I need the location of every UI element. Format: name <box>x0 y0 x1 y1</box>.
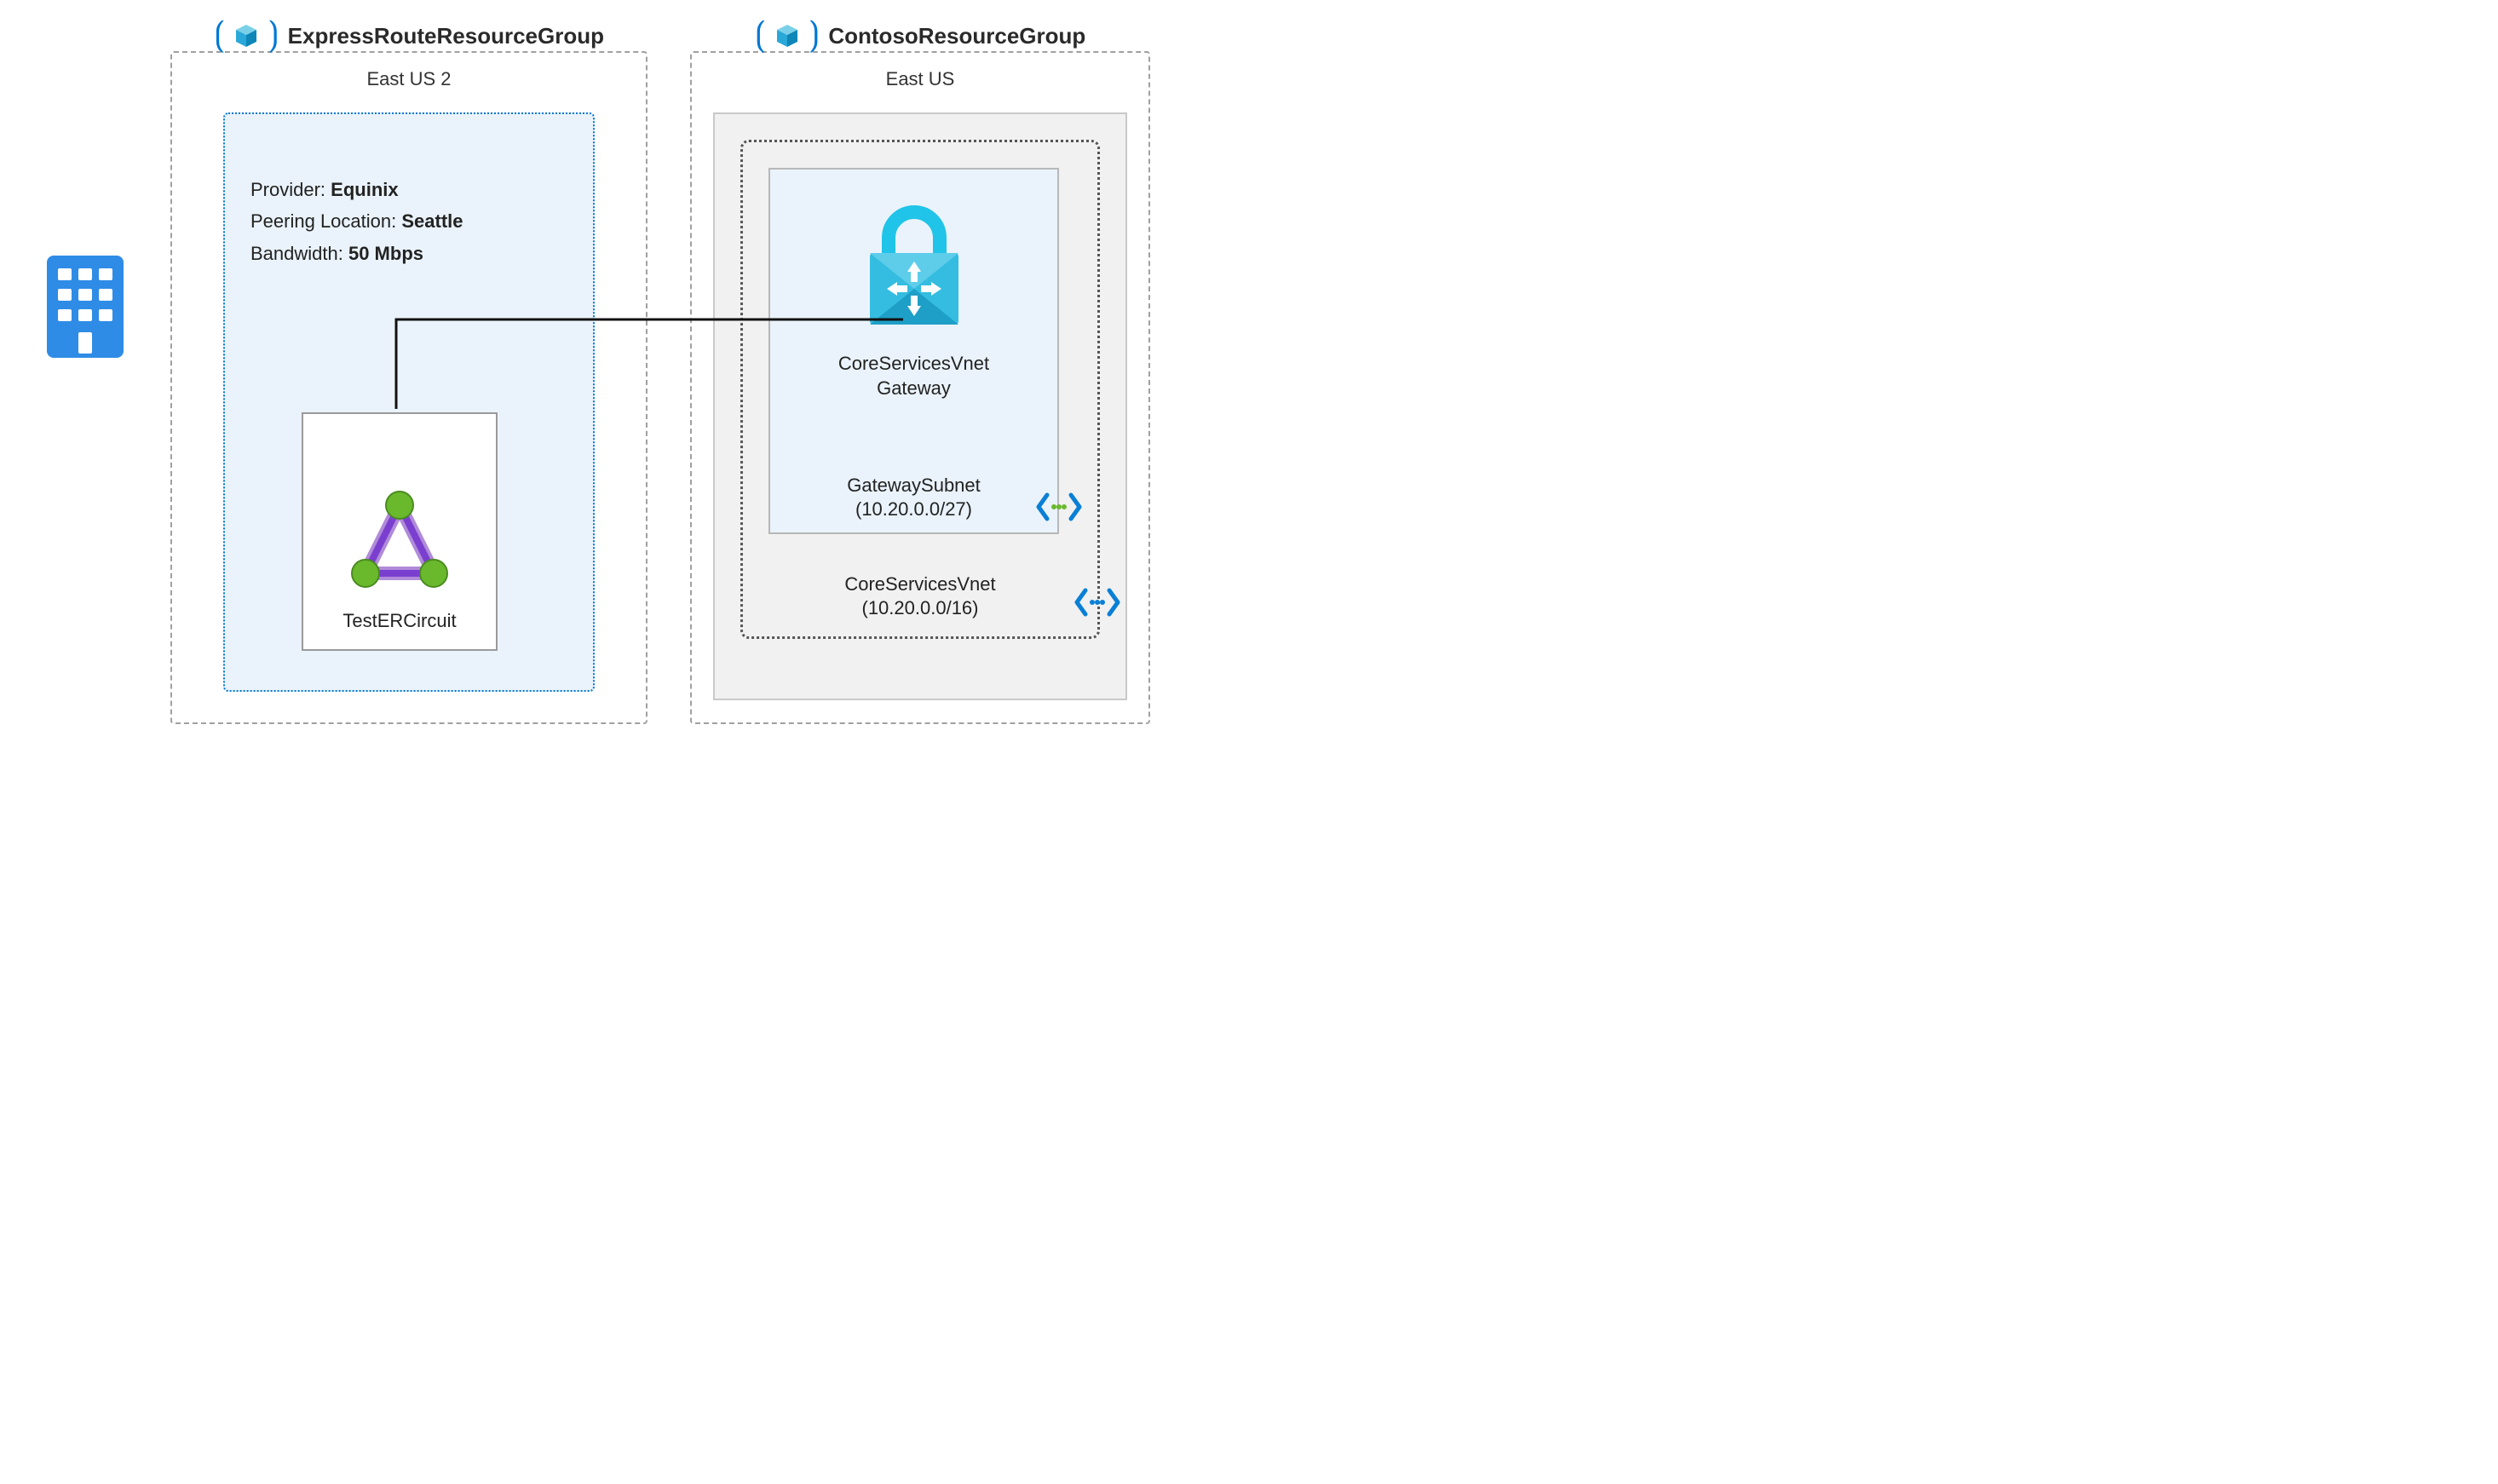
expressroute-circuit-icon <box>340 484 459 603</box>
vnet-name-block: CoreServicesVnet (10.20.0.0/16) <box>743 572 1097 621</box>
bracket-right-icon: ⟯ <box>809 17 820 51</box>
peering-label: Peering Location: <box>250 210 401 232</box>
region-box-eastus2: Provider: Equinix Peering Location: Seat… <box>223 112 595 692</box>
building-icon <box>43 251 128 362</box>
resource-group-contoso: ⟮ ⟯ ContosoResourceGroup East US <box>690 51 1150 724</box>
provider-label: Provider: <box>250 179 331 200</box>
resource-group-expressroute: ⟮ ⟯ ExpressRouteResourceGroup East US 2 … <box>170 51 648 724</box>
rg-title-right: ContosoResourceGroup <box>828 23 1085 49</box>
diagram-canvas: ⟮ ⟯ ExpressRouteResourceGroup East US 2 … <box>17 17 1232 725</box>
cube-icon <box>774 23 800 49</box>
rg-header-right: ⟮ ⟯ ContosoResourceGroup <box>692 19 1148 53</box>
rg-title-left: ExpressRouteResourceGroup <box>288 23 604 49</box>
circuit-box: TestERCircuit <box>302 412 498 651</box>
region-box-eastus: CoreServicesVnet Gateway GatewaySubnet (… <box>713 112 1127 700</box>
circuit-label: TestERCircuit <box>342 610 456 632</box>
rg-header-left: ⟮ ⟯ ExpressRouteResourceGroup <box>172 19 646 53</box>
gateway-label-line2: Gateway <box>877 377 951 399</box>
vnet-name: CoreServicesVnet <box>844 573 995 595</box>
provider-value: Equinix <box>331 179 398 200</box>
vnet-cidr: (10.20.0.0/16) <box>862 597 979 618</box>
bandwidth-value: 50 Mbps <box>348 243 423 264</box>
subnet-name: GatewaySubnet <box>847 475 981 496</box>
bracket-left-icon: ⟮ <box>214 17 225 51</box>
region-title-right: East US <box>692 68 1148 90</box>
subnet-icon <box>1035 490 1083 524</box>
subnet-cidr: (10.20.0.0/27) <box>855 498 972 520</box>
vnet-box: CoreServicesVnet Gateway GatewaySubnet (… <box>740 140 1100 639</box>
region-title-left: East US 2 <box>172 68 646 90</box>
gateway-label-line1: CoreServicesVnet <box>838 353 989 374</box>
bandwidth-label: Bandwidth: <box>250 243 348 264</box>
vpn-gateway-icon <box>855 204 974 340</box>
bracket-right-icon: ⟯ <box>268 17 279 51</box>
vnet-icon <box>1073 585 1121 619</box>
gateway-label: CoreServicesVnet Gateway <box>838 352 989 400</box>
subnet-name-block: GatewaySubnet (10.20.0.0/27) <box>770 474 1057 522</box>
peering-value: Seattle <box>401 210 463 232</box>
cube-icon <box>233 23 259 49</box>
circuit-properties: Provider: Equinix Peering Location: Seat… <box>250 174 463 269</box>
subnet-box: CoreServicesVnet Gateway GatewaySubnet (… <box>768 168 1059 534</box>
bracket-left-icon: ⟮ <box>755 17 766 51</box>
